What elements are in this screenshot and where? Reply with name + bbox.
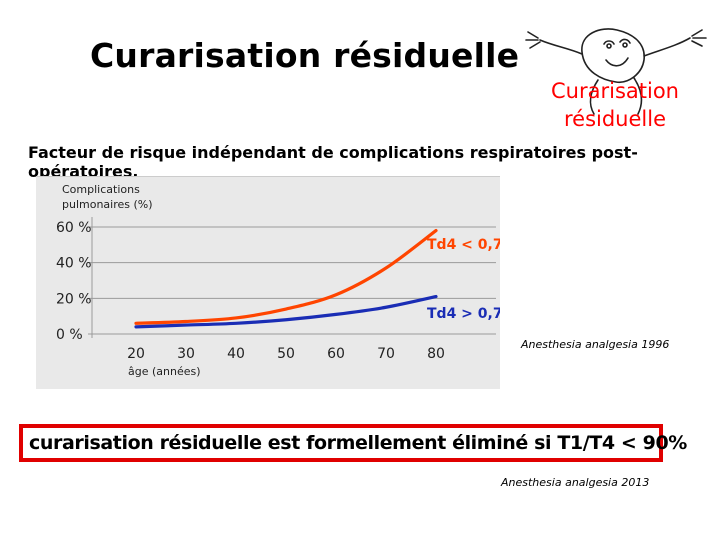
cartoon-character-icon bbox=[525, 28, 707, 115]
y-tick-label: 20 % bbox=[56, 291, 92, 307]
y-tick-label: 40 % bbox=[56, 256, 92, 272]
y-tick-label: 0 % bbox=[56, 327, 83, 343]
reference-1996: Anesthesia analgesia 1996 bbox=[521, 338, 670, 351]
logo-text-line1: Curarisation bbox=[551, 79, 679, 103]
x-tick-label: 50 bbox=[277, 346, 295, 362]
slide-title: Curarisation résiduelle bbox=[90, 36, 520, 75]
y-axis-label-line1: Complications bbox=[62, 183, 140, 196]
series-line-low-risk bbox=[134, 294, 438, 329]
x-tick-label: 70 bbox=[377, 346, 395, 362]
y-axis-label-line2: pulmonaires (%) bbox=[62, 198, 153, 211]
logo-text-line2: résiduelle bbox=[563, 107, 667, 131]
conclusion-box: curarisation résiduelle est formellement… bbox=[19, 424, 687, 462]
x-tick-label: 20 bbox=[127, 346, 145, 362]
x-axis-label: âge (années) bbox=[128, 365, 201, 378]
cartoon-character-logo: Curarisation résiduelle bbox=[520, 22, 710, 142]
risk-chart: Complications pulmonaires (%) 0 % 20 % 40 % 6… bbox=[36, 176, 500, 389]
series-label-low-risk: Td4 > 0,7 bbox=[427, 306, 500, 322]
series-line-high-risk bbox=[134, 228, 438, 325]
risk-chart-svg: Complications pulmonaires (%) 0 % 20 % 40 % 6… bbox=[56, 183, 500, 378]
x-tick-label: 30 bbox=[177, 346, 195, 362]
x-tick-label: 80 bbox=[427, 346, 445, 362]
x-tick-label: 60 bbox=[327, 346, 345, 362]
reference-2013: Anesthesia analgesia 2013 bbox=[501, 476, 650, 489]
x-tick-label: 40 bbox=[227, 346, 245, 362]
series-label-high-risk: Td4 < 0,7 bbox=[427, 237, 500, 253]
y-tick-label: 60 % bbox=[56, 220, 92, 236]
